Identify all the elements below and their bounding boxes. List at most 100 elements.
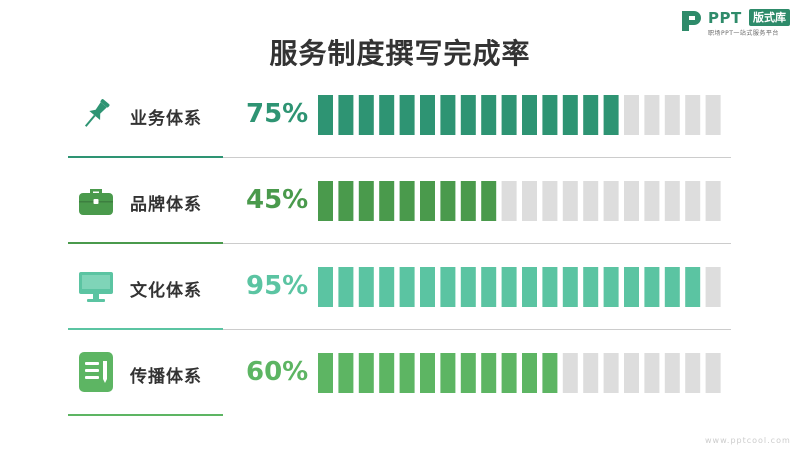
bar-segment-empty [562,353,578,393]
row-underline [68,414,223,416]
bar-segment-filled [481,95,497,135]
row-culture: 文化体系 95% [0,244,800,330]
progress-bar [318,181,721,221]
bar-segment-empty [542,181,558,221]
bar-segment-filled [664,267,680,307]
bar-segment-empty [664,353,680,393]
document-edit-icon [76,350,116,392]
row-underline [68,328,223,330]
bar-segment-filled [460,181,476,221]
row-label: 品牌体系 [130,195,202,215]
bar-segment-filled [522,95,537,135]
bar-segment-filled [624,267,639,307]
bar-segment-filled [460,353,476,393]
bar-segment-filled [379,267,395,307]
bar-segment-empty [705,267,721,307]
page-title: 服务制度撰写完成率 [269,37,531,70]
bar-segment-filled [522,267,537,307]
bar-segment-empty [603,181,619,221]
bar-segment-filled [440,181,456,221]
bar-segment-filled [420,353,435,393]
bar-segment-empty [562,181,578,221]
row-percent: 45% [246,185,309,215]
bar-segment-filled [379,353,395,393]
bar-segment-filled [481,267,497,307]
bar-segment-filled [379,95,395,135]
progress-bar [318,353,721,393]
pushpin-icon [76,94,116,134]
bar-segment-filled [318,353,333,393]
row-percent: 95% [246,271,309,301]
bar-segment-filled [460,267,476,307]
bar-segment-empty [705,353,721,393]
progress-bar [318,267,721,307]
bar-segment-filled [583,267,599,307]
bar-segment-filled [399,181,415,221]
brand-name: PPT [708,9,742,27]
bar-segment-empty [664,181,680,221]
bar-segment-filled [420,95,435,135]
bar-segment-filled [358,267,374,307]
row-divider [223,329,731,330]
bar-segment-empty [624,353,639,393]
row-label: 业务体系 [130,109,202,129]
bar-segment-filled [542,353,558,393]
bar-segment-empty [644,181,660,221]
bar-segment-empty [664,95,680,135]
bar-segment-filled [542,95,558,135]
bar-segment-empty [522,181,537,221]
bar-segment-empty [583,181,599,221]
row-underline [68,242,223,244]
bar-segment-filled [338,267,354,307]
bar-segment-filled [481,353,497,393]
bar-segment-empty [583,353,599,393]
row-label: 文化体系 [130,281,202,301]
brand-tagline: 职场PPT一站式服务平台 [708,30,779,37]
bar-segment-filled [338,181,354,221]
bar-segment-empty [644,95,660,135]
bar-segment-filled [501,95,517,135]
row-business: 业务体系 75% [0,72,800,158]
bar-segment-filled [358,353,374,393]
bar-segment-empty [685,181,701,221]
briefcase-icon [76,180,116,220]
bar-segment-filled [562,267,578,307]
bar-segment-filled [481,181,497,221]
bar-segment-empty [624,181,639,221]
bar-segment-filled [501,267,517,307]
bar-segment-filled [460,95,476,135]
bar-segment-filled [318,267,333,307]
bar-segment-empty [501,181,517,221]
bar-segment-filled [562,95,578,135]
bar-segment-filled [603,95,619,135]
bar-segment-empty [624,95,639,135]
bar-segment-filled [420,181,435,221]
bar-segment-empty [603,353,619,393]
row-divider [223,243,731,244]
bar-segment-filled [583,95,599,135]
bar-segment-filled [644,267,660,307]
bar-segment-filled [379,181,395,221]
brand-logo: PPT 版式库 职场PPT一站式服务平台 [680,8,795,38]
bar-segment-empty [685,95,701,135]
bar-segment-filled [603,267,619,307]
brand-url: www.pptcool.com [705,436,791,445]
bar-segment-filled [420,267,435,307]
bar-segment-filled [440,353,456,393]
row-label: 传播体系 [130,367,202,387]
bar-segment-filled [358,95,374,135]
row-communication: 传播体系 60% [0,330,800,416]
bar-segment-filled [522,353,537,393]
row-brand: 品牌体系 45% [0,158,800,244]
logo-mark-icon [682,11,701,31]
monitor-icon [76,266,116,306]
bar-segment-filled [318,181,333,221]
brand-badge: 版式库 [749,9,790,26]
bar-segment-filled [542,267,558,307]
bar-segment-filled [440,267,456,307]
bar-segment-filled [399,267,415,307]
bar-segment-filled [399,353,415,393]
row-percent: 60% [246,357,309,387]
row-divider [223,157,731,158]
bar-segment-filled [440,95,456,135]
